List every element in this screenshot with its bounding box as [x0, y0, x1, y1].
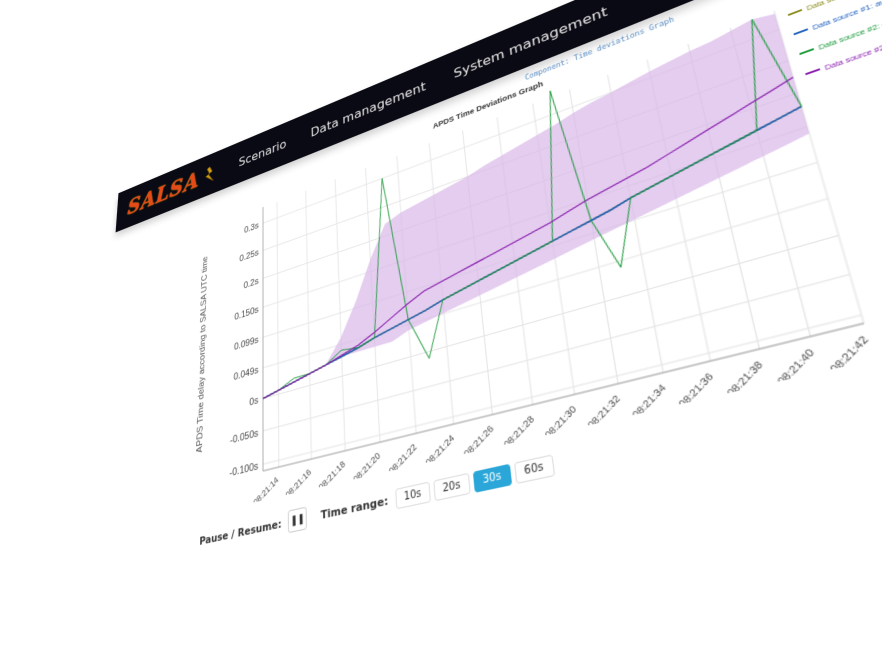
- x-tick-label: 08:21:14: [252, 475, 280, 507]
- app-page: SALSA Scenario Data management System ma…: [88, 0, 882, 611]
- x-tick-label: 08:21:38: [725, 359, 766, 399]
- y-tick-label: 0.150s: [234, 305, 258, 323]
- x-tick-label: 08:21:40: [775, 346, 817, 387]
- x-tick-label: 08:21:28: [502, 414, 537, 451]
- y-axis-label: APDS Time delay according to SALSA UTC t…: [195, 255, 209, 454]
- x-tick-label: 08:21:34: [630, 382, 668, 421]
- y-tick-label: -0.050s: [230, 428, 258, 447]
- y-tick-label: 0s: [249, 396, 258, 409]
- y-tick-label: 0.099s: [234, 335, 259, 353]
- time-range-label: Time range:: [321, 493, 389, 521]
- x-tick-label: 08:21:22: [387, 442, 419, 477]
- range-button-20s[interactable]: 20s: [433, 472, 470, 500]
- x-tick-label: 08:21:42: [828, 334, 872, 376]
- range-button-10s[interactable]: 10s: [395, 481, 431, 509]
- pause-resume-button[interactable]: ❚❚: [288, 506, 307, 533]
- legend-swatch: [805, 69, 820, 74]
- legend-swatch: [794, 29, 808, 34]
- x-tick-label: 08:21:16: [284, 467, 313, 500]
- x-tick-label: 08:21:26: [462, 423, 496, 459]
- salsa-logo-icon: [203, 163, 216, 186]
- x-tick-label: 08:21:18: [317, 459, 347, 493]
- x-tick-label: 08:21:24: [424, 433, 457, 468]
- y-tick-label: 0.25s: [239, 248, 258, 264]
- legend-swatch: [788, 10, 802, 15]
- range-button-60s[interactable]: 60s: [514, 454, 555, 484]
- nav-item-scenario[interactable]: Scenario: [239, 136, 287, 169]
- x-tick-label: 08:21:32: [586, 393, 623, 431]
- x-tick-label: 08:21:20: [352, 451, 383, 485]
- pause-label: Pause / Resume:: [199, 517, 281, 548]
- x-tick-label: 08:21:36: [677, 371, 716, 410]
- pause-icon: ❚❚: [290, 513, 304, 527]
- legend-swatch: [800, 49, 814, 54]
- salsa-logo[interactable]: SALSA: [127, 167, 200, 221]
- y-tick-label: 0.2s: [244, 276, 259, 291]
- x-tick-label: 08:21:30: [543, 404, 579, 441]
- range-button-30s[interactable]: 30s: [472, 463, 511, 492]
- y-tick-label: -0.100s: [229, 461, 258, 480]
- y-tick-label: 0.3s: [244, 221, 259, 236]
- y-tick-label: 0.049s: [234, 365, 259, 383]
